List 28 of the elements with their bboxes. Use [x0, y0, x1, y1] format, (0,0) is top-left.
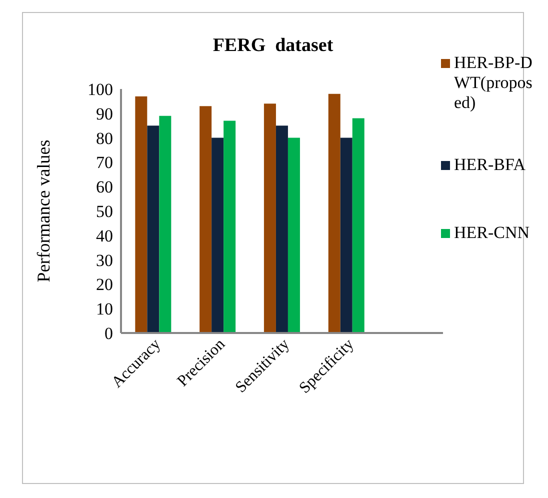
- legend-label: HER-CNN: [454, 223, 530, 243]
- bar: [147, 126, 160, 333]
- y-tick-label: 30: [96, 250, 113, 270]
- bar: [135, 96, 148, 333]
- y-tick-label: 10: [96, 300, 113, 319]
- bar: [288, 138, 300, 333]
- y-tick-label: 70: [96, 153, 113, 172]
- bar: [340, 138, 352, 333]
- legend-label: HER-BFA: [454, 155, 526, 175]
- legend-label: HER-BP-DWT(proposed): [454, 53, 534, 113]
- y-axis-title: Performance values: [33, 140, 54, 282]
- bar: [224, 120, 236, 333]
- bar: [352, 118, 364, 333]
- bar: [200, 106, 212, 333]
- y-tick-label: 100: [88, 80, 113, 100]
- bar: [264, 104, 276, 333]
- bar: [276, 126, 288, 333]
- chart-title: FERG dataset: [212, 35, 334, 57]
- y-tick-label: 0: [104, 324, 113, 344]
- y-tick-label: 80: [96, 128, 113, 148]
- bar: [212, 138, 224, 333]
- bar: [328, 94, 340, 333]
- y-tick-label: 50: [96, 202, 113, 222]
- y-tick-label: 60: [96, 178, 113, 197]
- y-tick-label: 40: [96, 226, 113, 246]
- y-tick-label: 90: [96, 104, 113, 124]
- y-tick-label: 20: [96, 275, 113, 294]
- bar: [159, 116, 172, 333]
